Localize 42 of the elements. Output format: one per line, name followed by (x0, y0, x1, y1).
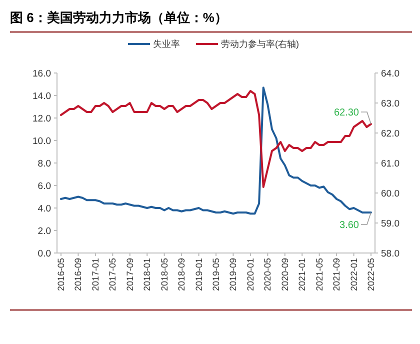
annotation: 3.60 (340, 220, 360, 231)
x-tick-label: 2016-05 (56, 258, 66, 292)
y-tick-label: 8.0 (38, 158, 51, 170)
y-tick-label: 6.0 (38, 181, 51, 192)
line-series (60, 90, 372, 188)
y2-tick-label: 63.0 (381, 98, 400, 110)
x-tick-label: 2019-01 (194, 258, 204, 292)
legend-label: 失业率 (153, 39, 180, 49)
y2-tick-label: 64.0 (381, 68, 400, 80)
y2-tick-label: 60.0 (381, 188, 400, 200)
line-series (60, 86, 372, 215)
legend-label: 劳动力参与率(右轴) (221, 39, 299, 49)
x-tick-label: 2022-01 (348, 258, 359, 292)
x-tick-label: 2017-09 (124, 258, 135, 292)
x-tick-label: 2020-01 (245, 258, 256, 292)
chart-title: 图 6：美国劳动力力市场（单位：%） (10, 10, 228, 25)
y-tick-label: 0.0 (38, 248, 51, 260)
y-tick-label: 12.0 (32, 114, 51, 124)
x-tick-label: 2018-09 (176, 258, 187, 292)
x-tick-label: 2017-05 (108, 258, 118, 292)
x-tick-label: 2019-05 (211, 258, 221, 292)
x-tick-label: 2016-09 (73, 258, 84, 292)
x-tick-label: 2017-01 (90, 258, 100, 292)
y-tick-label: 10.0 (32, 136, 51, 147)
y2-tick-label: 58.0 (381, 248, 400, 260)
x-tick-label: 2020-09 (280, 258, 290, 292)
y-tick-label: 4.0 (38, 204, 51, 214)
y2-tick-label: 59.0 (381, 218, 400, 230)
x-tick-label: 2021-01 (297, 258, 308, 292)
y-tick-label: 14.0 (32, 91, 51, 102)
x-tick-label: 2019-09 (228, 258, 238, 292)
y-tick-label: 16.0 (32, 68, 51, 80)
x-tick-label: 2018-01 (142, 258, 152, 292)
x-tick-label: 2020-05 (262, 258, 273, 292)
y2-tick-label: 61.0 (381, 158, 400, 170)
x-tick-label: 2018-05 (159, 258, 170, 292)
y2-tick-label: 62.0 (381, 128, 400, 140)
x-tick-label: 2022-05 (366, 258, 376, 292)
y-tick-label: 2.0 (38, 226, 51, 237)
x-tick-label: 2021-05 (314, 258, 324, 292)
annotation: 62.30 (334, 108, 360, 118)
x-tick-label: 2021-09 (332, 258, 342, 292)
